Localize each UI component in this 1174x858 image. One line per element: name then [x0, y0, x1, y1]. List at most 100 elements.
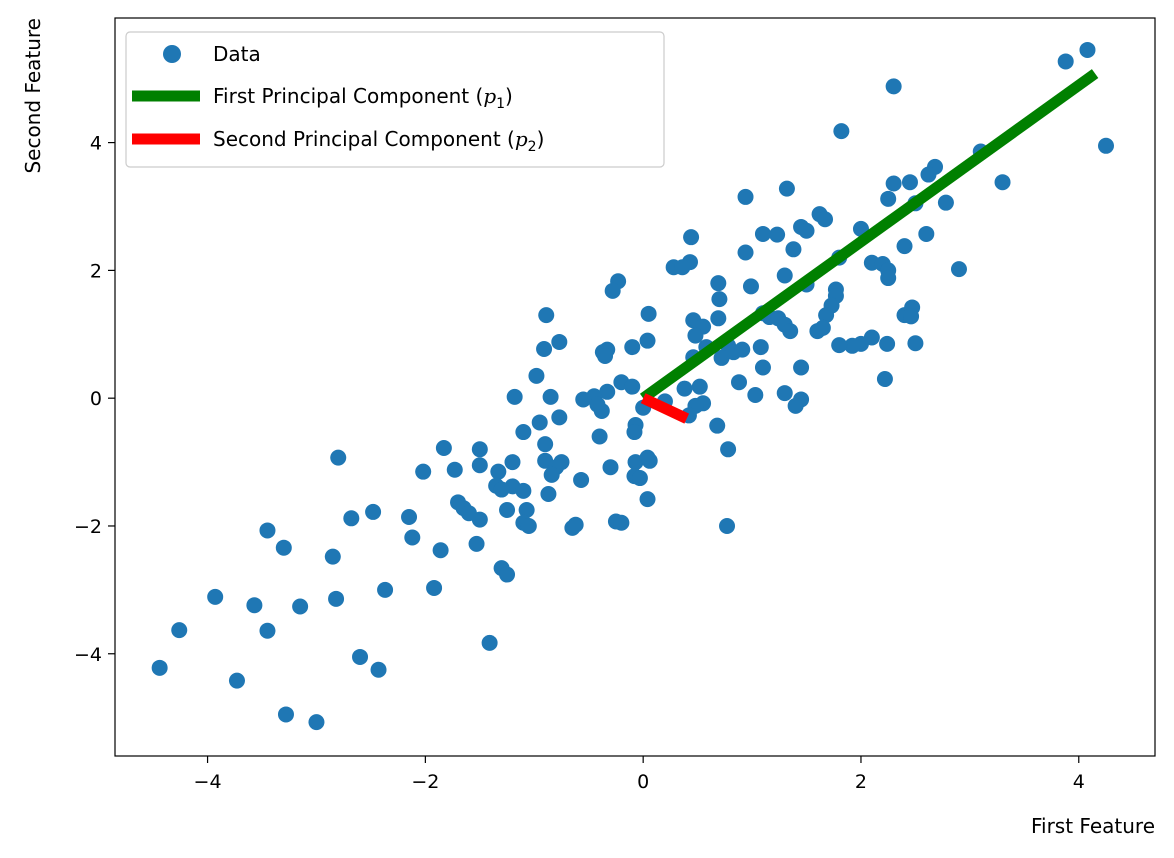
- data-point: [259, 522, 276, 539]
- data-point: [793, 359, 810, 376]
- y-tick-label: −4: [74, 644, 102, 666]
- data-point: [785, 241, 802, 258]
- data-point: [415, 463, 432, 480]
- plot-frame: [114, 17, 1156, 757]
- data-point: [885, 175, 902, 192]
- data-point: [567, 516, 584, 533]
- data-point: [446, 461, 463, 478]
- data-point: [275, 539, 292, 556]
- data-point: [879, 335, 896, 352]
- data-point: [515, 424, 532, 441]
- data-point: [308, 714, 325, 731]
- data-point: [737, 244, 754, 261]
- data-point: [901, 174, 918, 191]
- data-point: [604, 282, 621, 299]
- data-point: [370, 661, 387, 678]
- x-axis-ticks: −4 −2 0 2 4: [194, 756, 1085, 793]
- data-point: [710, 275, 727, 292]
- data-point: [709, 417, 726, 434]
- data-point: [817, 211, 834, 228]
- data-point: [713, 349, 730, 366]
- data-point: [742, 278, 759, 295]
- data-point: [674, 259, 691, 276]
- data-point: [536, 340, 553, 357]
- data-point: [602, 459, 619, 476]
- data-point: [880, 190, 897, 207]
- data-point: [778, 180, 795, 197]
- data-point: [589, 396, 606, 413]
- data-point: [259, 622, 276, 639]
- data-point: [246, 597, 263, 614]
- data-point: [481, 634, 498, 651]
- data-point: [490, 463, 507, 480]
- data-point: [277, 706, 294, 723]
- data-point: [798, 222, 815, 239]
- data-point: [537, 436, 554, 453]
- data-point: [171, 622, 188, 639]
- data-point: [639, 491, 656, 508]
- data-point: [551, 409, 568, 426]
- data-point: [613, 514, 630, 531]
- data-point: [493, 481, 510, 498]
- data-point: [401, 509, 418, 526]
- data-point: [499, 566, 516, 583]
- first-principal-component-line: [639, 69, 1099, 403]
- data-point: [515, 482, 532, 499]
- data-point: [880, 270, 897, 287]
- data-point: [151, 659, 168, 676]
- data-point: [896, 238, 913, 255]
- x-tick-label: −4: [194, 771, 222, 793]
- data-point: [506, 388, 523, 405]
- second-principal-component-line: [640, 393, 690, 424]
- data-point: [747, 386, 764, 403]
- data-point: [676, 380, 693, 397]
- data-point: [640, 305, 657, 322]
- data-point: [734, 341, 751, 358]
- legend: Data First Principal Component (p1) Second…: [125, 31, 665, 168]
- data-point: [876, 371, 893, 388]
- data-point: [844, 337, 861, 354]
- data-point: [504, 454, 521, 471]
- data-point: [631, 470, 648, 487]
- legend-label: Second Principal Component (p2): [213, 127, 544, 155]
- y-tick-label: 2: [90, 260, 102, 282]
- data-point: [404, 529, 421, 546]
- data-point: [426, 579, 443, 596]
- data-point: [639, 332, 656, 349]
- y-tick-label: −2: [74, 516, 102, 538]
- data-point: [499, 502, 516, 518]
- data-point: [719, 517, 736, 534]
- data-point: [520, 517, 537, 534]
- data-point: [937, 194, 954, 211]
- data-point: [543, 466, 560, 483]
- data-point: [626, 424, 643, 441]
- data-point: [776, 267, 793, 284]
- data-point: [950, 261, 967, 278]
- data-point: [918, 225, 935, 242]
- data-point: [292, 598, 309, 615]
- data-point: [994, 174, 1011, 191]
- data-point: [903, 308, 920, 325]
- data-point: [754, 359, 771, 376]
- data-point: [599, 383, 616, 400]
- y-axis-label: Second Feature: [21, 18, 45, 174]
- data-point: [228, 672, 245, 689]
- data-point: [1097, 137, 1114, 154]
- x-tick-label: 4: [1073, 771, 1085, 793]
- data-point: [531, 414, 548, 431]
- data-point: [831, 337, 848, 354]
- legend-label: Data: [213, 42, 261, 66]
- data-point: [352, 648, 369, 665]
- data-point: [624, 378, 641, 395]
- data-point: [573, 471, 590, 488]
- data-point: [737, 188, 754, 205]
- data-point: [787, 397, 804, 414]
- data-point: [471, 441, 488, 458]
- data-point: [710, 310, 727, 327]
- data-point: [435, 440, 452, 457]
- data-point: [691, 378, 708, 395]
- data-point: [624, 339, 641, 356]
- data-point: [328, 590, 345, 607]
- data-point: [542, 388, 559, 405]
